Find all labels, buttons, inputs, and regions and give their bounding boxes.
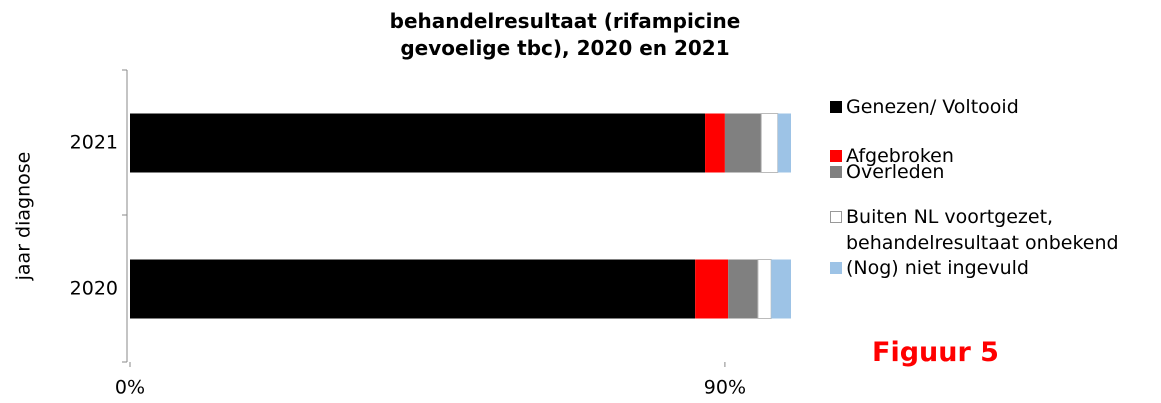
bar-segment xyxy=(757,259,772,319)
bar-segment xyxy=(130,259,696,319)
x-tick-label: 90% xyxy=(704,377,746,399)
legend-swatch xyxy=(830,211,842,223)
x-tick-label: 0% xyxy=(115,377,145,399)
y-tick-label: 2020 xyxy=(70,278,118,300)
bar-segment xyxy=(760,113,779,173)
legend-item: (Nog) niet ingevuld xyxy=(830,255,1160,281)
annotation: Figuur 5 xyxy=(872,337,999,368)
legend-item: Overleden xyxy=(830,159,1160,185)
y-axis-label: jaar diagnose xyxy=(13,152,35,282)
bar-segment xyxy=(728,259,758,319)
bar-segment xyxy=(695,259,729,319)
legend-swatch xyxy=(830,101,842,113)
legend-label: Overleden xyxy=(846,161,945,183)
legend-swatch xyxy=(830,262,842,274)
bar-segment xyxy=(777,113,791,173)
bar-segment xyxy=(724,113,762,173)
legend-item: Afgebroken xyxy=(830,143,1160,169)
legend-item: Buiten NL voortgezet, behandelresultaat … xyxy=(830,204,1160,256)
legend-item: Genezen/ Voltooid xyxy=(830,94,1160,120)
legend-swatch xyxy=(830,166,842,178)
bar-segment xyxy=(771,259,791,319)
legend-label: Buiten NL voortgezet, behandelresultaat … xyxy=(846,206,1119,254)
chart-title: behandelresultaat (rifampicine gevoelige… xyxy=(389,9,741,60)
legend-label: Genezen/ Voltooid xyxy=(846,96,1019,118)
legend-label: (Nog) niet ingevuld xyxy=(846,257,1029,279)
legend-swatch xyxy=(830,150,842,162)
bar-segment xyxy=(130,113,706,173)
bar-segment xyxy=(705,113,725,173)
legend-label: Afgebroken xyxy=(846,145,954,167)
y-tick-label: 2021 xyxy=(70,132,118,154)
